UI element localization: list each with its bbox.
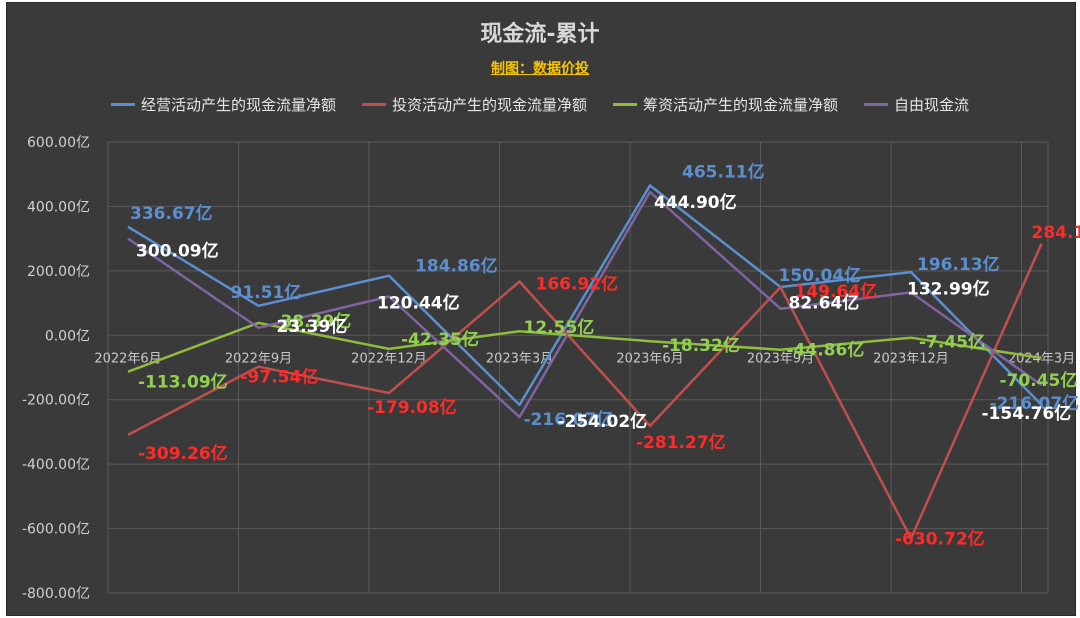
data-label: 184.86亿	[415, 256, 498, 277]
y-tick-label: -400.00亿	[22, 457, 90, 473]
data-label: -154.76亿	[982, 403, 1072, 424]
y-tick-label: -200.00亿	[22, 393, 90, 409]
data-label: 284.14亿	[1032, 222, 1080, 243]
legend-label: 筹资活动产生的现金流量净额	[643, 96, 839, 114]
data-label: 166.92亿	[536, 274, 619, 295]
data-label: -7.45亿	[919, 332, 985, 353]
legend-swatch	[613, 103, 637, 106]
legend-swatch	[110, 103, 135, 106]
chart-title: 现金流-累计	[480, 22, 600, 47]
data-label: -216.07亿	[990, 393, 1080, 414]
data-label: 120.44亿	[377, 292, 460, 313]
legend-item: 自由现金流	[864, 94, 969, 115]
chart-legend: 经营活动产生的现金流量净额 投资活动产生的现金流量净额 筹资活动产生的现金流量净额 自…	[0, 94, 1080, 115]
data-label: 300.09亿	[136, 241, 219, 262]
data-label: 82.64亿	[789, 293, 860, 314]
series-line	[127, 321, 1042, 373]
data-label: -309.26亿	[138, 443, 228, 464]
x-tick-label: 2023年3月	[486, 351, 553, 366]
data-label: -42.35亿	[401, 329, 479, 350]
y-tick-label: 200.00亿	[27, 264, 90, 280]
chart-subtitle: 制图：数据价投	[491, 61, 589, 77]
x-tick-label: 2022年9月	[225, 351, 292, 366]
data-label: 465.11亿	[682, 161, 765, 182]
y-tick-label: -800.00亿	[22, 586, 90, 602]
data-label: -70.45亿	[1000, 370, 1078, 391]
data-label: -216.07亿	[524, 409, 614, 430]
data-label: -97.54亿	[241, 367, 319, 388]
data-label: -254.02亿	[558, 411, 648, 432]
legend-label: 自由现金流	[894, 96, 970, 114]
data-label: -18.32亿	[662, 335, 740, 356]
y-tick-label: 600.00亿	[27, 135, 90, 151]
legend-label: 投资活动产生的现金流量净额	[391, 96, 587, 114]
x-tick-label: 2023年6月	[616, 351, 683, 366]
data-label: 38.39亿	[281, 311, 352, 332]
data-label: 23.39亿	[277, 316, 348, 337]
y-tick-label: -600.00亿	[22, 522, 90, 538]
data-label: -44.86亿	[787, 340, 865, 361]
x-tick-label: 2023年9月	[747, 351, 814, 366]
x-tick-label: 2022年12月	[351, 351, 427, 366]
series-line	[127, 184, 1043, 407]
y-tick-label: 400.00亿	[27, 199, 90, 215]
legend-swatch	[864, 103, 889, 106]
data-label: 91.51亿	[231, 282, 302, 303]
y-tick-label: 0.00亿	[45, 328, 90, 344]
data-label: -281.27亿	[636, 432, 726, 453]
legend-item: 经营活动产生的现金流量净额	[110, 94, 336, 115]
series-line	[127, 243, 1043, 540]
data-label: -179.08亿	[367, 397, 457, 418]
data-label: 149.64亿	[795, 281, 878, 302]
legend-swatch	[361, 103, 386, 106]
data-label: 12.55亿	[524, 317, 595, 338]
legend-item: 投资活动产生的现金流量净额	[361, 94, 587, 115]
data-label: 150.04亿	[779, 265, 862, 286]
series-line	[127, 190, 1043, 419]
data-label: -630.72亿	[895, 528, 985, 549]
data-label: 336.67亿	[130, 203, 213, 224]
data-label: 132.99亿	[907, 278, 990, 299]
x-tick-label: 2022年6月	[94, 351, 161, 366]
data-label: -113.09亿	[138, 372, 228, 393]
data-label: 196.13亿	[917, 254, 1000, 275]
data-label: 444.90亿	[654, 192, 737, 213]
legend-label: 经营活动产生的现金流量净额	[140, 96, 336, 114]
legend-item: 筹资活动产生的现金流量净额	[613, 94, 838, 115]
x-tick-label: 2023年12月	[873, 351, 949, 366]
